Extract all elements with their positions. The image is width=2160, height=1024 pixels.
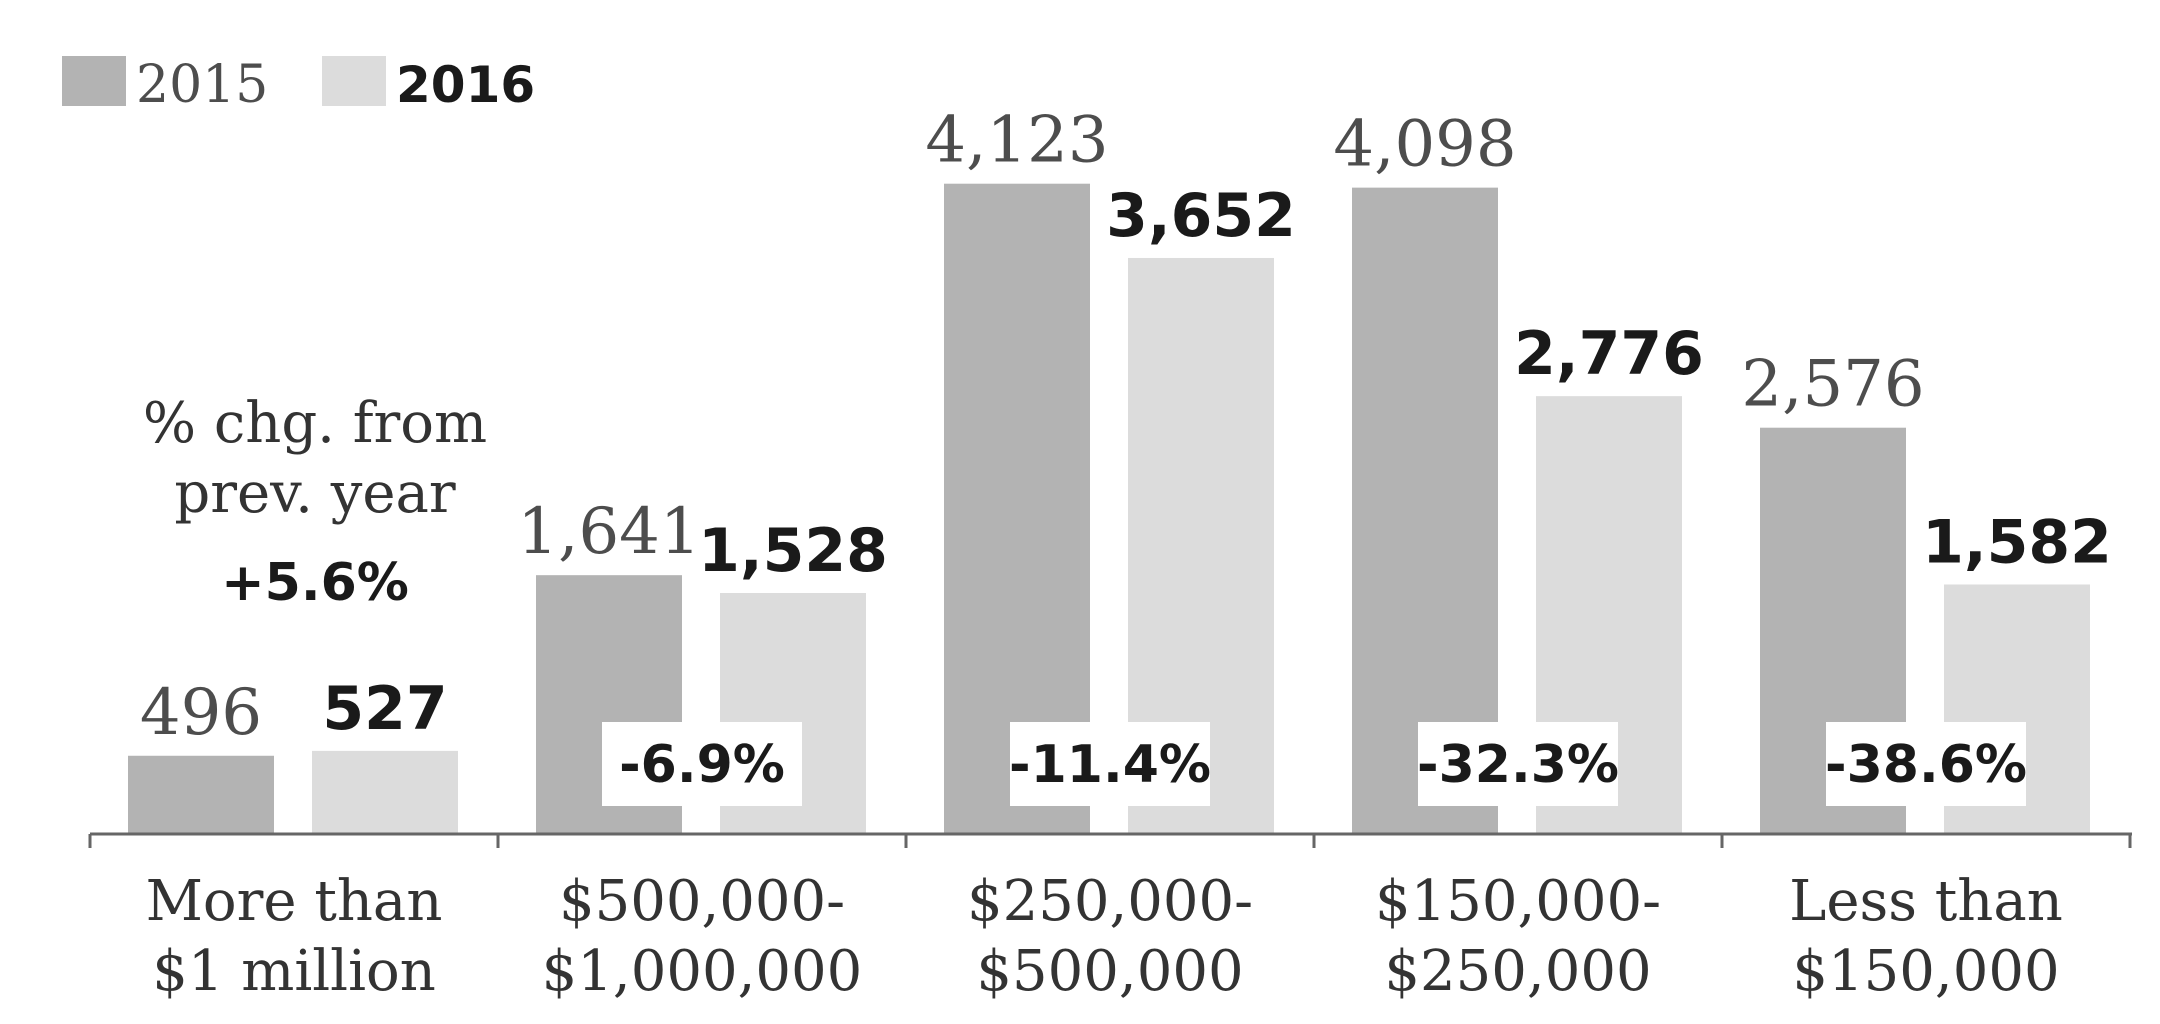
value-label-2016-1: 1,528 xyxy=(698,516,888,586)
category-label-3-line-2: $250,000 xyxy=(1384,939,1651,1004)
value-label-2015-3: 4,098 xyxy=(1333,108,1516,182)
value-label-2016-3: 2,776 xyxy=(1514,319,1704,389)
category-label-2-line-2: $500,000 xyxy=(976,939,1243,1004)
pct-change-note-line-2: prev. year xyxy=(174,461,456,526)
pct-change-label-0: +5.6% xyxy=(221,553,409,613)
category-label-1-line-1: $500,000- xyxy=(559,869,845,934)
x-axis xyxy=(88,832,2132,848)
legend-label-2016: 2016 xyxy=(396,56,535,114)
value-label-2015-1: 1,641 xyxy=(517,495,700,569)
value-label-2016-0: 527 xyxy=(322,674,447,744)
value-label-2015-2: 4,123 xyxy=(925,104,1108,178)
pct-change-box-4 xyxy=(1826,722,2026,806)
category-label-3-line-1: $150,000- xyxy=(1375,869,1661,934)
value-label-2015-0: 496 xyxy=(140,676,262,750)
category-label-0-line-2: $1 million xyxy=(152,939,436,1004)
category-label-0-line-1: More than xyxy=(146,869,443,934)
legend-swatch-2015 xyxy=(62,56,126,106)
legend-swatch-2016 xyxy=(322,56,386,106)
value-label-2016-4: 1,582 xyxy=(1922,507,2112,577)
pct-change-box-1 xyxy=(602,722,802,806)
category-label-2-line-1: $250,000- xyxy=(967,869,1253,934)
pct-change-label-3: -32.3% xyxy=(1417,735,1619,795)
pct-change-label-1: -6.9% xyxy=(619,735,785,795)
bar-2015-0 xyxy=(128,755,274,834)
legend: 2015 2016 xyxy=(62,55,535,115)
pct-change-label-2: -11.4% xyxy=(1009,735,1211,795)
category-label-4-line-2: $150,000 xyxy=(1792,939,2059,1004)
category-label-4-line-1: Less than xyxy=(1789,869,2063,934)
pct-change-labels: +5.6% -6.9% -11.4% -32.3% -38.6% xyxy=(221,553,2027,806)
pct-change-box-3 xyxy=(1418,722,1618,806)
category-labels: More than$1 million $500,000-$1,000,000 $2… xyxy=(146,869,2063,1004)
value-label-2015-4: 2,576 xyxy=(1741,348,1924,422)
category-label-1-line-2: $1,000,000 xyxy=(542,939,863,1004)
legend-label-2015: 2015 xyxy=(136,55,268,115)
pct-change-note-line-1: % chg. from xyxy=(143,391,487,456)
pct-change-label-4: -38.6% xyxy=(1825,735,2027,795)
bar-2016-0 xyxy=(312,750,458,834)
value-label-2016-2: 3,652 xyxy=(1106,181,1296,251)
pct-change-box-2 xyxy=(1010,722,1210,806)
pct-change-note: % chg. from prev. year xyxy=(143,391,487,526)
